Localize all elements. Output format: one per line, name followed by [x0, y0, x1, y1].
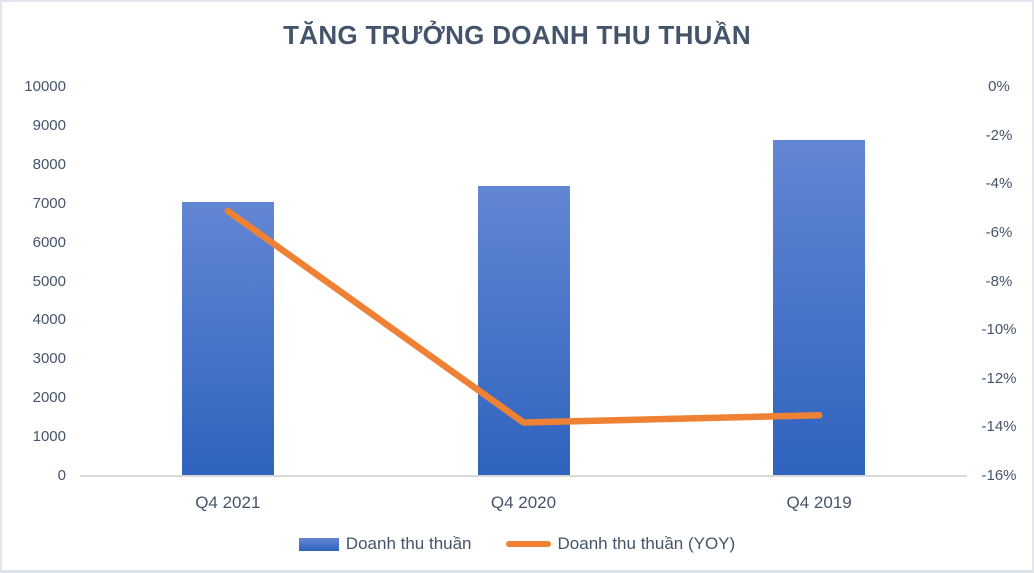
legend-label: Doanh thu thuần (YOY): [557, 534, 736, 553]
left-axis-tick: 7000: [32, 194, 66, 212]
category-label: Q4 2020: [490, 493, 557, 512]
category-label: Q4 2019: [786, 493, 852, 512]
x-axis-line: [80, 475, 967, 477]
revenue-bar: [181, 201, 274, 476]
legend-item-yoy: Doanh thu thuần (YOY): [505, 534, 736, 554]
left-axis-tick: 1000: [32, 428, 66, 446]
right-axis-tick: -6%: [985, 223, 1013, 241]
left-axis-tick: 2000: [32, 389, 66, 407]
line-legend-swatch: [505, 541, 551, 547]
right-axis-tick: -10%: [981, 321, 1017, 339]
right-axis-tick: -4%: [985, 175, 1013, 193]
revenue-bar: [477, 186, 570, 476]
left-axis-tick: 4000: [32, 311, 66, 329]
right-axis-tick: -8%: [985, 272, 1013, 290]
category-label: Q4 2021: [195, 493, 261, 512]
left-axis-tick: 8000: [32, 155, 66, 173]
bar-legend-swatch: [298, 537, 339, 551]
left-axis-tick: 3000: [32, 350, 66, 368]
legend-item-revenue: Doanh thu thuần: [298, 534, 472, 554]
revenue-bar: [773, 139, 866, 476]
left-axis-tick: 9000: [32, 116, 66, 134]
legend: Doanh thu thuần Doanh thu thuần (YOY): [2, 531, 1032, 557]
chart-title: TĂNG TRƯỞNG DOANH THU THUẦN: [283, 20, 751, 50]
left-axis-tick: 0: [57, 467, 66, 484]
right-axis-tick: -16%: [981, 467, 1017, 484]
left-axis-tick: 6000: [32, 233, 66, 251]
right-axis-tick: -12%: [981, 369, 1017, 387]
right-axis-tick: 0%: [988, 78, 1010, 95]
left-axis-tick: 5000: [32, 272, 66, 290]
right-axis-tick: -2%: [985, 126, 1013, 144]
legend-label: Doanh thu thuần: [345, 534, 472, 553]
left-axis-tick: 10000: [24, 78, 66, 95]
right-axis-tick: -14%: [981, 418, 1017, 436]
